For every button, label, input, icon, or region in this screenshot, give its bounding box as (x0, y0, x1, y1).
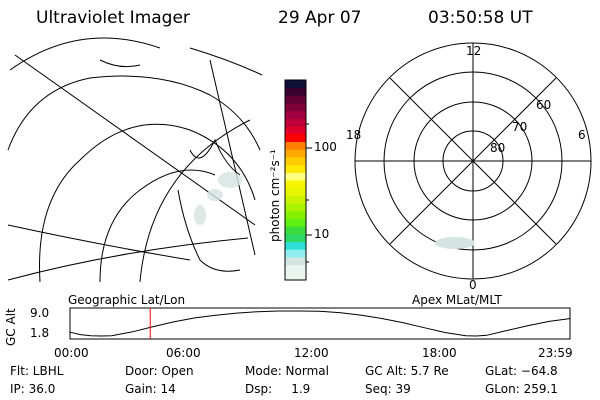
colorbar-frame (284, 79, 307, 281)
colorbar-tick-10: 10 (314, 227, 330, 241)
colorbar-ticks (306, 123, 312, 263)
colorbar-swatch (285, 118, 306, 127)
date-label: 29 Apr 07 (278, 8, 362, 28)
colorbar-swatch (285, 210, 306, 219)
time-label: 03:50:58 UT (428, 8, 533, 28)
info-field: Flt: LBHL (10, 364, 64, 378)
colorbar-swatch (285, 80, 306, 89)
colorbar-swatch (285, 103, 306, 112)
y-axis-label: GC Alt (4, 308, 18, 346)
colorbar-swatch (285, 180, 306, 189)
xtick-label: 06:00 (166, 346, 201, 360)
colorbar-tick-100: 100 (314, 140, 337, 154)
info-field: Door: Open (125, 364, 194, 378)
polar-label: Apex MLat/MLT (412, 293, 502, 307)
colorbar-swatch (285, 141, 306, 150)
geographic-map (7, 37, 263, 283)
colorbar-swatch (285, 233, 306, 243)
xtick-label: 23:59 (538, 346, 573, 360)
info-field: GLon: 259.1 (485, 382, 558, 396)
altitude-plot-frame (69, 307, 571, 340)
xtick-label: 12:00 (294, 346, 329, 360)
colorbar-swatch (285, 241, 306, 250)
colorbar-swatch (285, 195, 306, 204)
colorbar-swatch (285, 149, 306, 158)
colorbar-swatch (285, 164, 306, 173)
aurora-map (194, 172, 242, 225)
colorbar-swatch (285, 187, 306, 196)
mlt-0: 0 (469, 278, 477, 292)
lat-80: 80 (490, 141, 506, 155)
colorbar-swatch (285, 226, 306, 235)
ytick-min: 1.8 (30, 326, 50, 340)
colorbar-swatch (285, 218, 306, 227)
colorbar-swatch (285, 203, 306, 212)
xtick-label: 18:00 (422, 346, 457, 360)
colorbar-swatch (285, 110, 306, 119)
colorbar-swatch (285, 87, 306, 96)
mlt-6: 6 (578, 128, 586, 142)
colorbar-label: photon cm⁻²s⁻¹ (268, 149, 282, 242)
colorbar-swatch (285, 95, 306, 104)
info-field: Gain: 14 (125, 382, 176, 396)
info-field: IP: 36.0 (10, 382, 56, 396)
altitude-line (69, 310, 570, 337)
lat-60: 60 (536, 98, 552, 112)
map-label: Geographic Lat/Lon (68, 293, 186, 307)
lat-70: 70 (512, 120, 528, 134)
polar-plot (354, 42, 592, 280)
colorbar-swatch (285, 256, 306, 266)
colorbar-swatch (285, 156, 306, 166)
info-field: Dsp: 1.9 (245, 382, 311, 396)
colorbar-swatch (285, 133, 306, 143)
colorbar-swatch (285, 126, 306, 135)
mlt-18: 18 (346, 128, 362, 142)
mlt-12: 12 (466, 44, 482, 58)
info-field: Seq: 39 (365, 382, 411, 396)
colorbar-swatch (285, 272, 306, 281)
colorbar (285, 80, 306, 281)
xtick-label: 00:00 (54, 346, 89, 360)
aurora-polar (435, 237, 475, 249)
info-field: Mode: Normal (245, 364, 329, 378)
info-field: GLat: −64.8 (485, 364, 558, 378)
ytick-max: 9.0 (30, 306, 50, 320)
colorbar-swatch (285, 172, 306, 181)
colorbar-swatch (285, 249, 306, 258)
colorbar-swatch (285, 264, 306, 273)
instrument-title: Ultraviolet Imager (36, 8, 190, 28)
info-field: GC Alt: 5.7 Re (365, 364, 449, 378)
